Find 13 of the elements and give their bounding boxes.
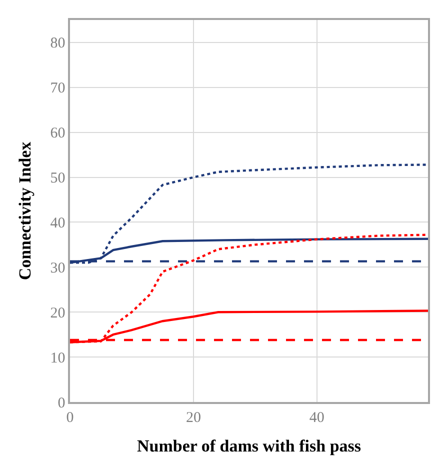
y-axis-title: Connectivity Index: [15, 141, 34, 280]
y-tick-label: 30: [50, 260, 66, 276]
y-tick-label: 60: [50, 126, 66, 142]
x-tick-label: 40: [309, 410, 324, 426]
y-tick-label: 0: [58, 395, 66, 412]
y-tick-label: 10: [50, 350, 66, 366]
x-axis-title: Number of dams with fish pass: [136, 436, 362, 456]
y-tick-label: 40: [50, 215, 66, 232]
x-tick-label: 20: [186, 410, 201, 426]
y-tick-label: 50: [50, 170, 66, 187]
y-tick-label: 80: [50, 36, 66, 52]
y-tick-label: 70: [50, 80, 66, 97]
y-tick-label: 20: [50, 305, 66, 322]
